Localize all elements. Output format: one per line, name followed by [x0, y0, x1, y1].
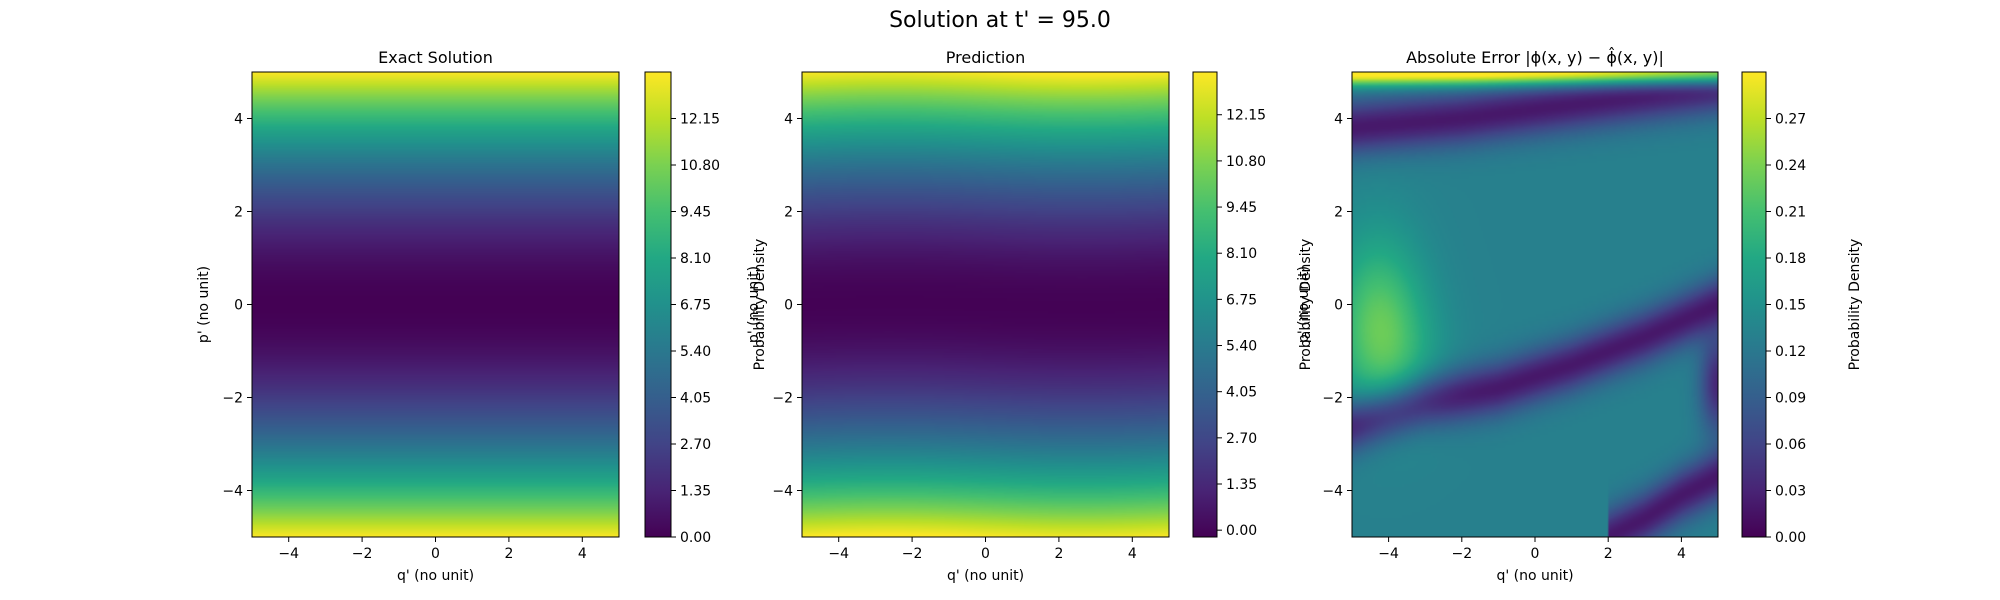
colorbar-tick-label: 0.27 [1775, 112, 1806, 128]
colorbar-tick-label: 0.06 [1775, 437, 1806, 453]
colorbar-tick-label: 10.80 [680, 158, 720, 174]
x-tick-label: −2 [1451, 546, 1472, 562]
colorbar [1192, 71, 1218, 538]
panel-title: Absolute Error |ϕ(x, y) − ϕ̂(x, y)| [1406, 47, 1664, 67]
y-tick-label: −2 [222, 391, 243, 407]
colorbar-tick-label: 0.00 [680, 530, 711, 546]
x-axis-label: q' (no unit) [397, 568, 474, 584]
colorbar-tick-label: 2.70 [680, 437, 711, 453]
colorbar-label: Probability Density [752, 239, 768, 371]
y-tick-label: 0 [1334, 298, 1343, 314]
y-axis-label: p' (no unit) [746, 266, 762, 343]
y-tick-label: 4 [1334, 112, 1343, 128]
colorbar-tick-label: 9.45 [1226, 200, 1257, 216]
y-axis-label: p' (no unit) [1296, 266, 1312, 343]
colorbar [644, 71, 672, 538]
y-tick-label: −4 [772, 484, 793, 500]
x-tick-label: −2 [352, 546, 373, 562]
colorbar-tick-label: 12.15 [1226, 108, 1266, 124]
x-tick-label: 4 [1128, 546, 1137, 562]
panel-title: Exact Solution [378, 48, 493, 67]
colorbar-tick-label: 0.12 [1775, 344, 1806, 360]
colorbar-tick-label: 9.45 [680, 205, 711, 221]
panel-2: Prediction −4 −2 0 2 4 q' (no unit) 4 2 0 −2 −4 p' (… [746, 48, 1314, 584]
panel-3: Absolute Error |ϕ(x, y) − ϕ̂(x, y)| −4 −2 0… [1296, 47, 1863, 584]
x-tick-label: 0 [981, 546, 990, 562]
y-tick-label: 4 [234, 112, 243, 128]
colorbar-tick-label: 6.75 [1226, 292, 1257, 308]
figure-suptitle: Solution at t' = 95.0 [889, 8, 1111, 33]
heatmap-image [802, 72, 1169, 537]
colorbar-tick-label: 1.35 [680, 484, 711, 500]
x-tick-label: 0 [431, 546, 440, 562]
x-tick-label: −4 [278, 546, 299, 562]
colorbar-tick-label: 0.15 [1775, 298, 1806, 314]
y-tick-label: 2 [234, 205, 243, 221]
y-axis-label: p' (no unit) [196, 266, 212, 343]
colorbar-tick-label: 0.00 [1226, 523, 1257, 539]
colorbar-tick-label: 4.05 [1226, 385, 1257, 401]
colorbar-tick-label: 8.10 [1226, 246, 1257, 262]
x-tick-label: 4 [1677, 546, 1686, 562]
colorbar-tick-label: 6.75 [680, 298, 711, 314]
y-tick-label: 4 [784, 112, 793, 128]
colorbar [1741, 71, 1767, 538]
y-tick-label: −2 [1322, 391, 1343, 407]
colorbar-tick-label: 5.40 [680, 344, 711, 360]
colorbar-tick-label: 0.00 [1775, 530, 1806, 546]
x-tick-label: −4 [828, 546, 849, 562]
colorbar-tick-label: 0.24 [1775, 158, 1806, 174]
heatmap-image [252, 72, 619, 537]
y-tick-label: −4 [222, 484, 243, 500]
heatmap-image [1352, 72, 1718, 537]
x-axis-label: q' (no unit) [947, 568, 1024, 584]
colorbar-label: Probability Density [1847, 239, 1863, 371]
y-tick-label: 2 [1334, 205, 1343, 221]
panel-1: Exact Solution −4 −2 0 2 4 q' (no unit) 4 2 0 −2 −4… [196, 48, 768, 584]
colorbar-tick-label: 0.03 [1775, 484, 1806, 500]
panel-title: Prediction [946, 48, 1025, 67]
x-tick-label: −2 [902, 546, 923, 562]
colorbar-tick-label: 2.70 [1226, 431, 1257, 447]
y-tick-label: 0 [784, 298, 793, 314]
colorbar-tick-label: 8.10 [680, 251, 711, 267]
x-tick-label: 2 [1604, 546, 1613, 562]
x-axis-label: q' (no unit) [1496, 568, 1573, 584]
colorbar-tick-label: 4.05 [680, 391, 711, 407]
y-tick-label: 2 [784, 205, 793, 221]
colorbar-tick-label: 0.18 [1775, 251, 1806, 267]
colorbar-tick-label: 12.15 [680, 112, 720, 128]
y-tick-label: −2 [772, 391, 793, 407]
colorbar-tick-label: 10.80 [1226, 154, 1266, 170]
x-tick-label: 2 [1054, 546, 1063, 562]
x-tick-label: 2 [504, 546, 513, 562]
y-tick-label: 0 [234, 298, 243, 314]
x-tick-label: −4 [1378, 546, 1399, 562]
colorbar-tick-label: 5.40 [1226, 339, 1257, 355]
y-tick-label: −4 [1322, 484, 1343, 500]
colorbar-tick-label: 1.35 [1226, 477, 1257, 493]
colorbar-tick-label: 0.09 [1775, 391, 1806, 407]
colorbar-tick-label: 0.21 [1775, 205, 1806, 221]
x-tick-label: 0 [1531, 546, 1540, 562]
colorbar-label: Probability Density [1298, 239, 1314, 371]
x-tick-label: 4 [578, 546, 587, 562]
